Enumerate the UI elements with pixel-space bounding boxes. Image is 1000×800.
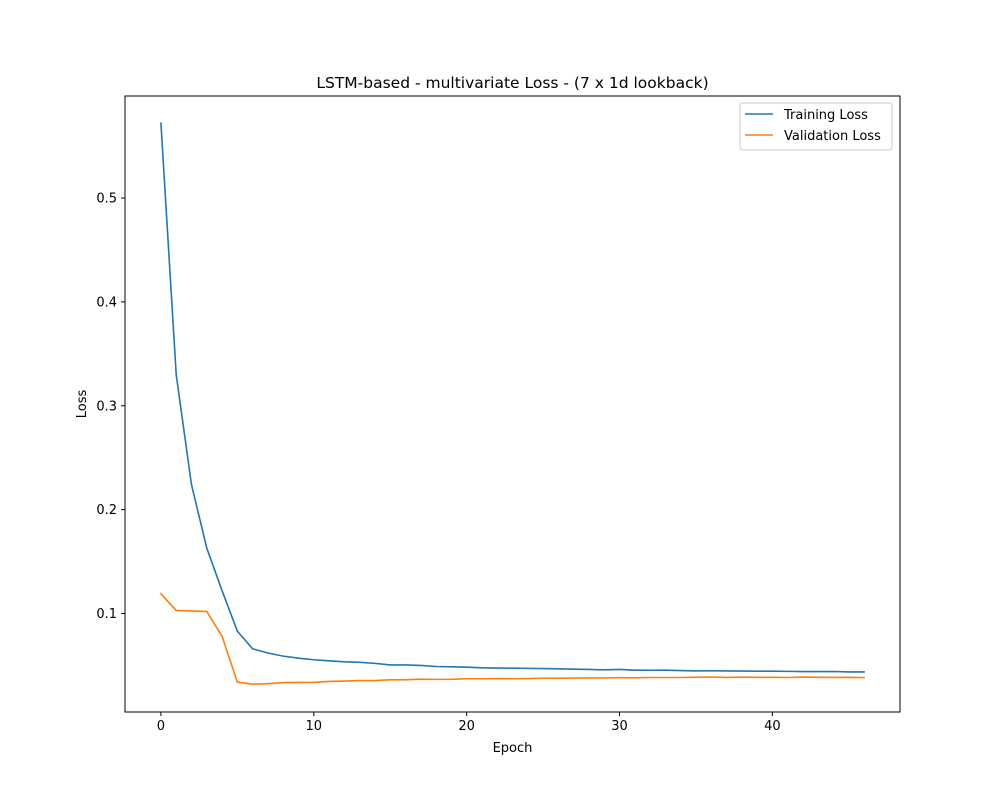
y-tick-label: 0.5 — [96, 192, 117, 207]
y-tick-label: 0.4 — [96, 295, 117, 310]
y-tick-label: 0.1 — [96, 607, 117, 622]
x-tick-label: 20 — [458, 719, 475, 734]
x-tick-label: 0 — [157, 719, 165, 734]
legend-label-training: Training Loss — [783, 108, 868, 123]
series-line-training-loss — [160, 122, 865, 673]
legend: Training Loss Validation Loss — [739, 102, 893, 151]
y-tick-label: 0.3 — [96, 399, 117, 414]
series-line-validation-loss — [159, 592, 865, 685]
x-tick-label: 40 — [764, 719, 781, 734]
plot-frame — [124, 95, 901, 713]
y-tick-label: 0.2 — [96, 503, 117, 518]
y-axis-label: Loss — [75, 390, 90, 419]
legend-box — [739, 102, 893, 151]
series-layer — [159, 122, 865, 685]
legend-label-validation: Validation Loss — [784, 129, 881, 144]
x-axis-label: Epoch — [493, 741, 533, 756]
x-axis-ticks: 0 10 20 30 40 — [157, 712, 781, 734]
plot-area — [124, 95, 901, 713]
chart-title: LSTM-based - multivariate Loss - (7 x 1d… — [316, 74, 708, 92]
x-tick-label: 10 — [306, 719, 323, 734]
y-axis-ticks: 0.1 0.2 0.3 0.4 0.5 — [96, 192, 125, 622]
x-tick-label: 30 — [611, 719, 628, 734]
